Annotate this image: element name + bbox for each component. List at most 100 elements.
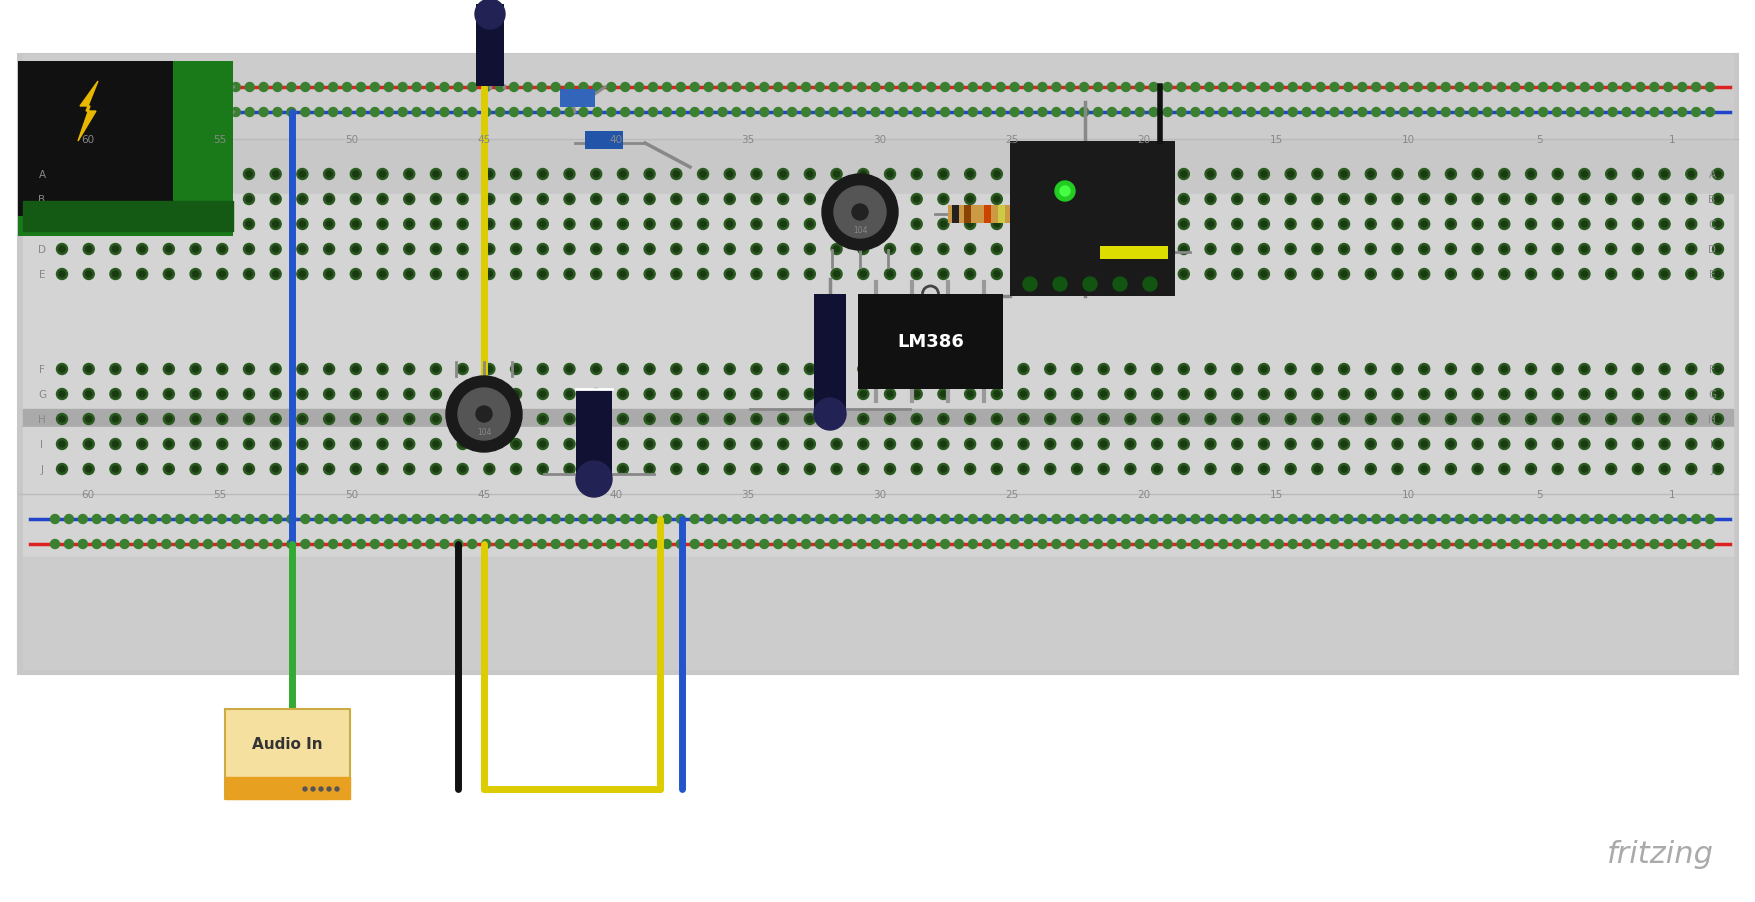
Circle shape [834, 417, 839, 422]
Circle shape [1418, 194, 1430, 206]
Circle shape [512, 466, 519, 473]
Circle shape [1525, 414, 1537, 425]
Circle shape [899, 540, 907, 549]
Circle shape [105, 83, 116, 92]
Text: 35: 35 [741, 135, 755, 145]
Circle shape [1048, 441, 1053, 447]
Circle shape [1499, 269, 1509, 281]
Circle shape [1127, 466, 1134, 473]
Circle shape [1234, 222, 1241, 228]
Circle shape [885, 244, 895, 255]
Circle shape [1469, 108, 1478, 117]
Circle shape [937, 244, 949, 255]
Circle shape [997, 515, 1006, 524]
Circle shape [1632, 170, 1643, 180]
Circle shape [1135, 540, 1144, 549]
Circle shape [842, 540, 853, 549]
Circle shape [456, 414, 469, 425]
Circle shape [967, 441, 974, 447]
Circle shape [1580, 244, 1590, 255]
Circle shape [204, 83, 212, 92]
Circle shape [618, 194, 628, 206]
Circle shape [732, 515, 741, 524]
Circle shape [1399, 540, 1409, 549]
Circle shape [219, 247, 225, 253]
Circle shape [351, 194, 362, 206]
Circle shape [751, 464, 762, 475]
Circle shape [405, 222, 412, 228]
Circle shape [690, 108, 698, 117]
Circle shape [119, 83, 130, 92]
Circle shape [1207, 247, 1213, 253]
Circle shape [1529, 222, 1534, 228]
Circle shape [1692, 83, 1701, 92]
Circle shape [541, 197, 546, 203]
Circle shape [1258, 244, 1269, 255]
Circle shape [1664, 540, 1673, 549]
Circle shape [1392, 170, 1402, 180]
Circle shape [165, 366, 172, 373]
Circle shape [1483, 540, 1492, 549]
Circle shape [1125, 364, 1135, 375]
Circle shape [1164, 83, 1172, 92]
Circle shape [1553, 540, 1562, 549]
Circle shape [1127, 391, 1134, 398]
Circle shape [593, 540, 602, 549]
Circle shape [1687, 194, 1697, 206]
Circle shape [86, 197, 91, 203]
Circle shape [1023, 278, 1037, 291]
Circle shape [1525, 269, 1537, 281]
Circle shape [379, 466, 386, 473]
Circle shape [593, 272, 598, 278]
Circle shape [1288, 391, 1293, 398]
Circle shape [137, 464, 147, 475]
Circle shape [93, 515, 102, 524]
Circle shape [51, 540, 60, 549]
Circle shape [1555, 417, 1560, 422]
Circle shape [1551, 244, 1564, 255]
Text: 60: 60 [81, 490, 95, 500]
Circle shape [509, 83, 518, 92]
Circle shape [326, 247, 332, 253]
Circle shape [219, 272, 225, 278]
Circle shape [404, 244, 414, 255]
Circle shape [1285, 414, 1297, 425]
Circle shape [246, 391, 253, 398]
Circle shape [1688, 417, 1694, 422]
Circle shape [1060, 187, 1071, 197]
Circle shape [246, 466, 253, 473]
Circle shape [165, 441, 172, 447]
Circle shape [1658, 464, 1671, 475]
Circle shape [1422, 171, 1427, 178]
Bar [858, 295, 1004, 390]
Circle shape [377, 464, 388, 475]
Circle shape [1632, 219, 1643, 230]
Circle shape [430, 219, 442, 230]
Circle shape [1232, 170, 1243, 180]
Circle shape [1580, 389, 1590, 400]
Circle shape [218, 464, 228, 475]
Circle shape [1636, 83, 1644, 92]
Circle shape [1608, 540, 1616, 549]
Circle shape [913, 515, 921, 524]
Circle shape [260, 515, 269, 524]
Circle shape [646, 391, 653, 398]
Circle shape [486, 391, 493, 398]
Circle shape [511, 464, 521, 475]
Circle shape [1100, 417, 1107, 422]
Circle shape [1529, 466, 1534, 473]
Circle shape [1664, 83, 1673, 92]
Circle shape [190, 389, 202, 400]
Circle shape [1181, 197, 1186, 203]
Circle shape [370, 540, 379, 549]
Circle shape [1020, 247, 1027, 253]
Circle shape [1339, 244, 1350, 255]
Circle shape [1206, 439, 1216, 450]
Circle shape [1636, 272, 1641, 278]
Circle shape [1023, 108, 1034, 117]
Circle shape [807, 466, 813, 473]
Circle shape [270, 170, 281, 180]
Circle shape [218, 269, 228, 281]
Circle shape [1260, 540, 1269, 549]
Circle shape [1555, 366, 1560, 373]
